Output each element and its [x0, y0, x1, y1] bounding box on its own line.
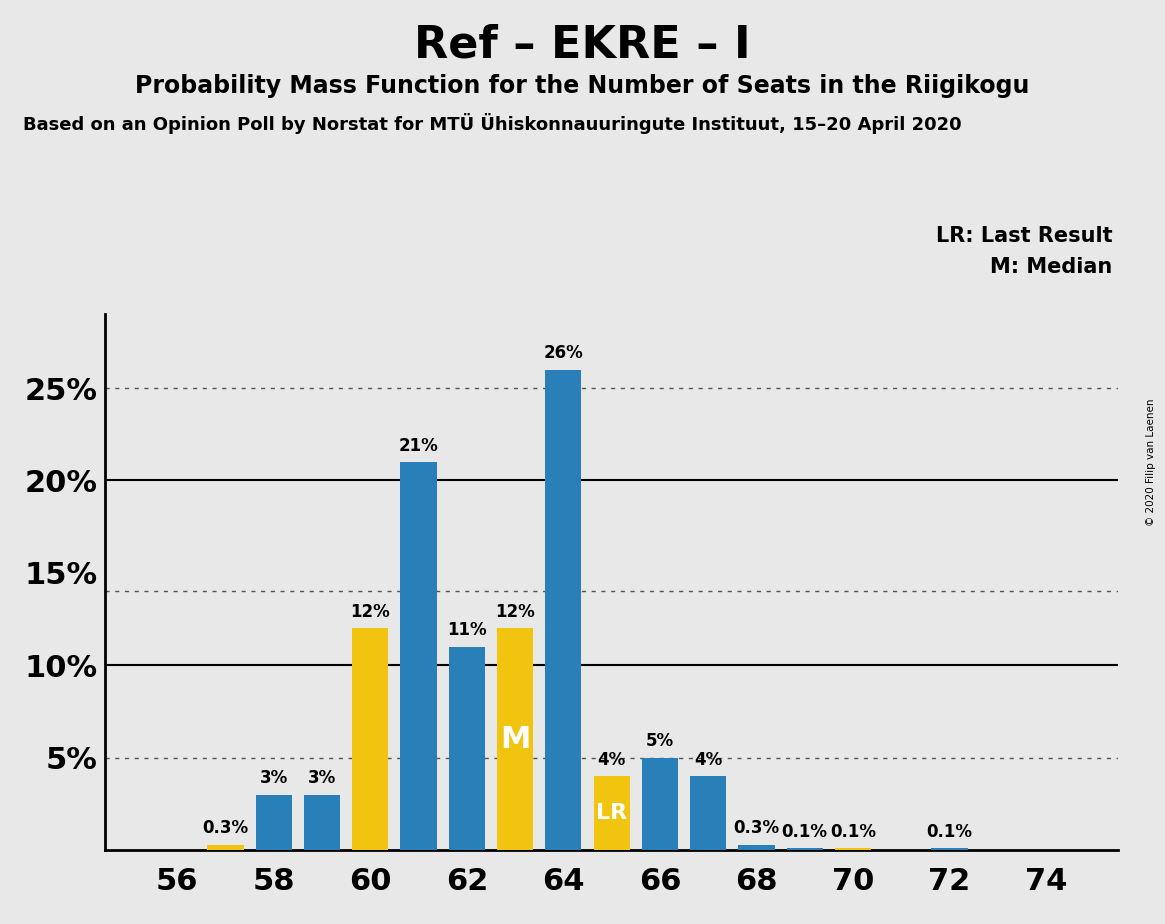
- Text: LR: LR: [596, 803, 627, 823]
- Text: 5%: 5%: [645, 733, 673, 750]
- Text: 3%: 3%: [308, 770, 337, 787]
- Text: 0.3%: 0.3%: [733, 820, 779, 837]
- Text: LR: Last Result: LR: Last Result: [935, 226, 1113, 247]
- Text: 12%: 12%: [495, 603, 535, 621]
- Bar: [642, 758, 678, 850]
- Text: M: M: [500, 724, 530, 754]
- Bar: [497, 628, 534, 850]
- Text: 0.1%: 0.1%: [829, 823, 876, 841]
- Text: © 2020 Filip van Laenen: © 2020 Filip van Laenen: [1145, 398, 1156, 526]
- Bar: [401, 462, 437, 850]
- Text: M: Median: M: Median: [990, 257, 1113, 277]
- Text: 26%: 26%: [544, 345, 584, 362]
- Bar: [545, 370, 581, 850]
- Bar: [593, 776, 630, 850]
- Text: 21%: 21%: [398, 437, 438, 455]
- Bar: [255, 795, 292, 850]
- Text: 0.1%: 0.1%: [782, 823, 827, 841]
- Bar: [449, 647, 485, 850]
- Text: 3%: 3%: [260, 770, 288, 787]
- Bar: [304, 795, 340, 850]
- Bar: [739, 845, 775, 850]
- Text: 4%: 4%: [694, 751, 722, 769]
- Text: 0.3%: 0.3%: [203, 820, 248, 837]
- Bar: [207, 845, 243, 850]
- Text: 0.1%: 0.1%: [926, 823, 973, 841]
- Bar: [786, 848, 822, 850]
- Bar: [690, 776, 726, 850]
- Text: Based on an Opinion Poll by Norstat for MTÜ Ühiskonnauuringute Instituut, 15–20 : Based on an Opinion Poll by Norstat for …: [23, 113, 962, 134]
- Bar: [352, 628, 388, 850]
- Bar: [931, 848, 968, 850]
- Text: 4%: 4%: [598, 751, 626, 769]
- Text: Probability Mass Function for the Number of Seats in the Riigikogu: Probability Mass Function for the Number…: [135, 74, 1030, 98]
- Text: 11%: 11%: [447, 622, 487, 639]
- Bar: [835, 848, 871, 850]
- Text: 12%: 12%: [351, 603, 390, 621]
- Text: Ref – EKRE – I: Ref – EKRE – I: [415, 23, 750, 67]
